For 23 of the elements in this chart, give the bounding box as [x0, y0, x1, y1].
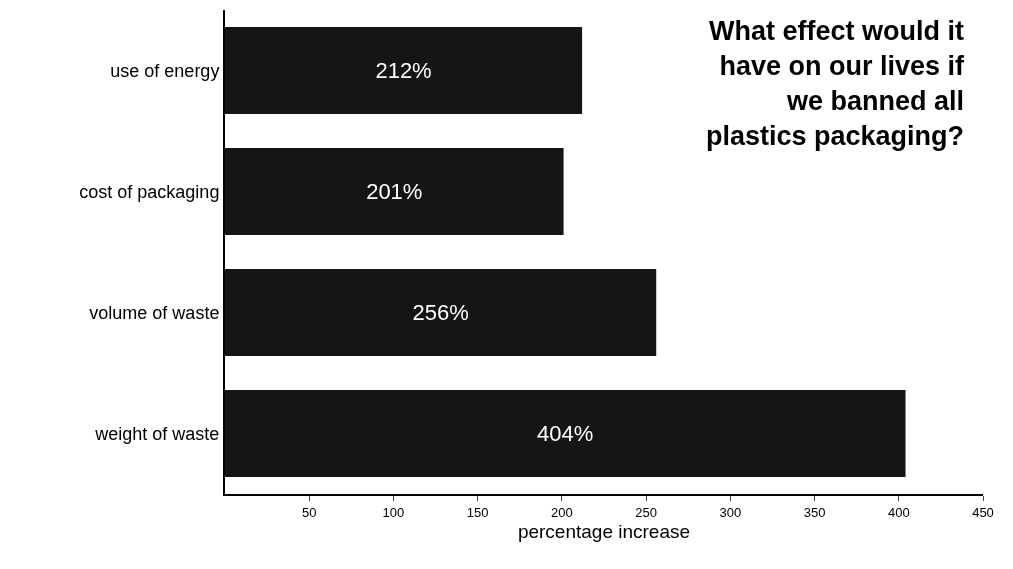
- x-tick-label: 450: [972, 504, 994, 520]
- data-label: 212%: [375, 58, 432, 83]
- data-label: 404%: [537, 421, 594, 446]
- x-tick-label: 350: [803, 504, 826, 520]
- data-label: 201%: [366, 179, 423, 204]
- x-tick-label: 150: [466, 504, 489, 520]
- x-tick-label: 100: [382, 504, 405, 520]
- x-tick-label: 200: [551, 504, 573, 520]
- y-tick-label: cost of packaging: [79, 181, 220, 202]
- bar: [225, 26, 583, 115]
- x-tick-label: 250: [635, 504, 657, 520]
- y-tick-label: volume of waste: [89, 302, 220, 323]
- y-tick-label: weight of waste: [94, 423, 220, 444]
- x-tick-label: 50: [301, 504, 317, 520]
- bar: [225, 389, 906, 478]
- data-label: 256%: [412, 300, 469, 325]
- bar: [225, 147, 564, 236]
- x-tick-label: 300: [719, 504, 742, 520]
- x-tick-label: 400: [887, 504, 910, 520]
- bar: [225, 268, 657, 357]
- x-axis-title: percentage increase: [517, 520, 691, 542]
- y-tick-label: use of energy: [110, 60, 220, 81]
- text: What effect would it have on our lives if we banned all plastics packaging?: [705, 15, 966, 152]
